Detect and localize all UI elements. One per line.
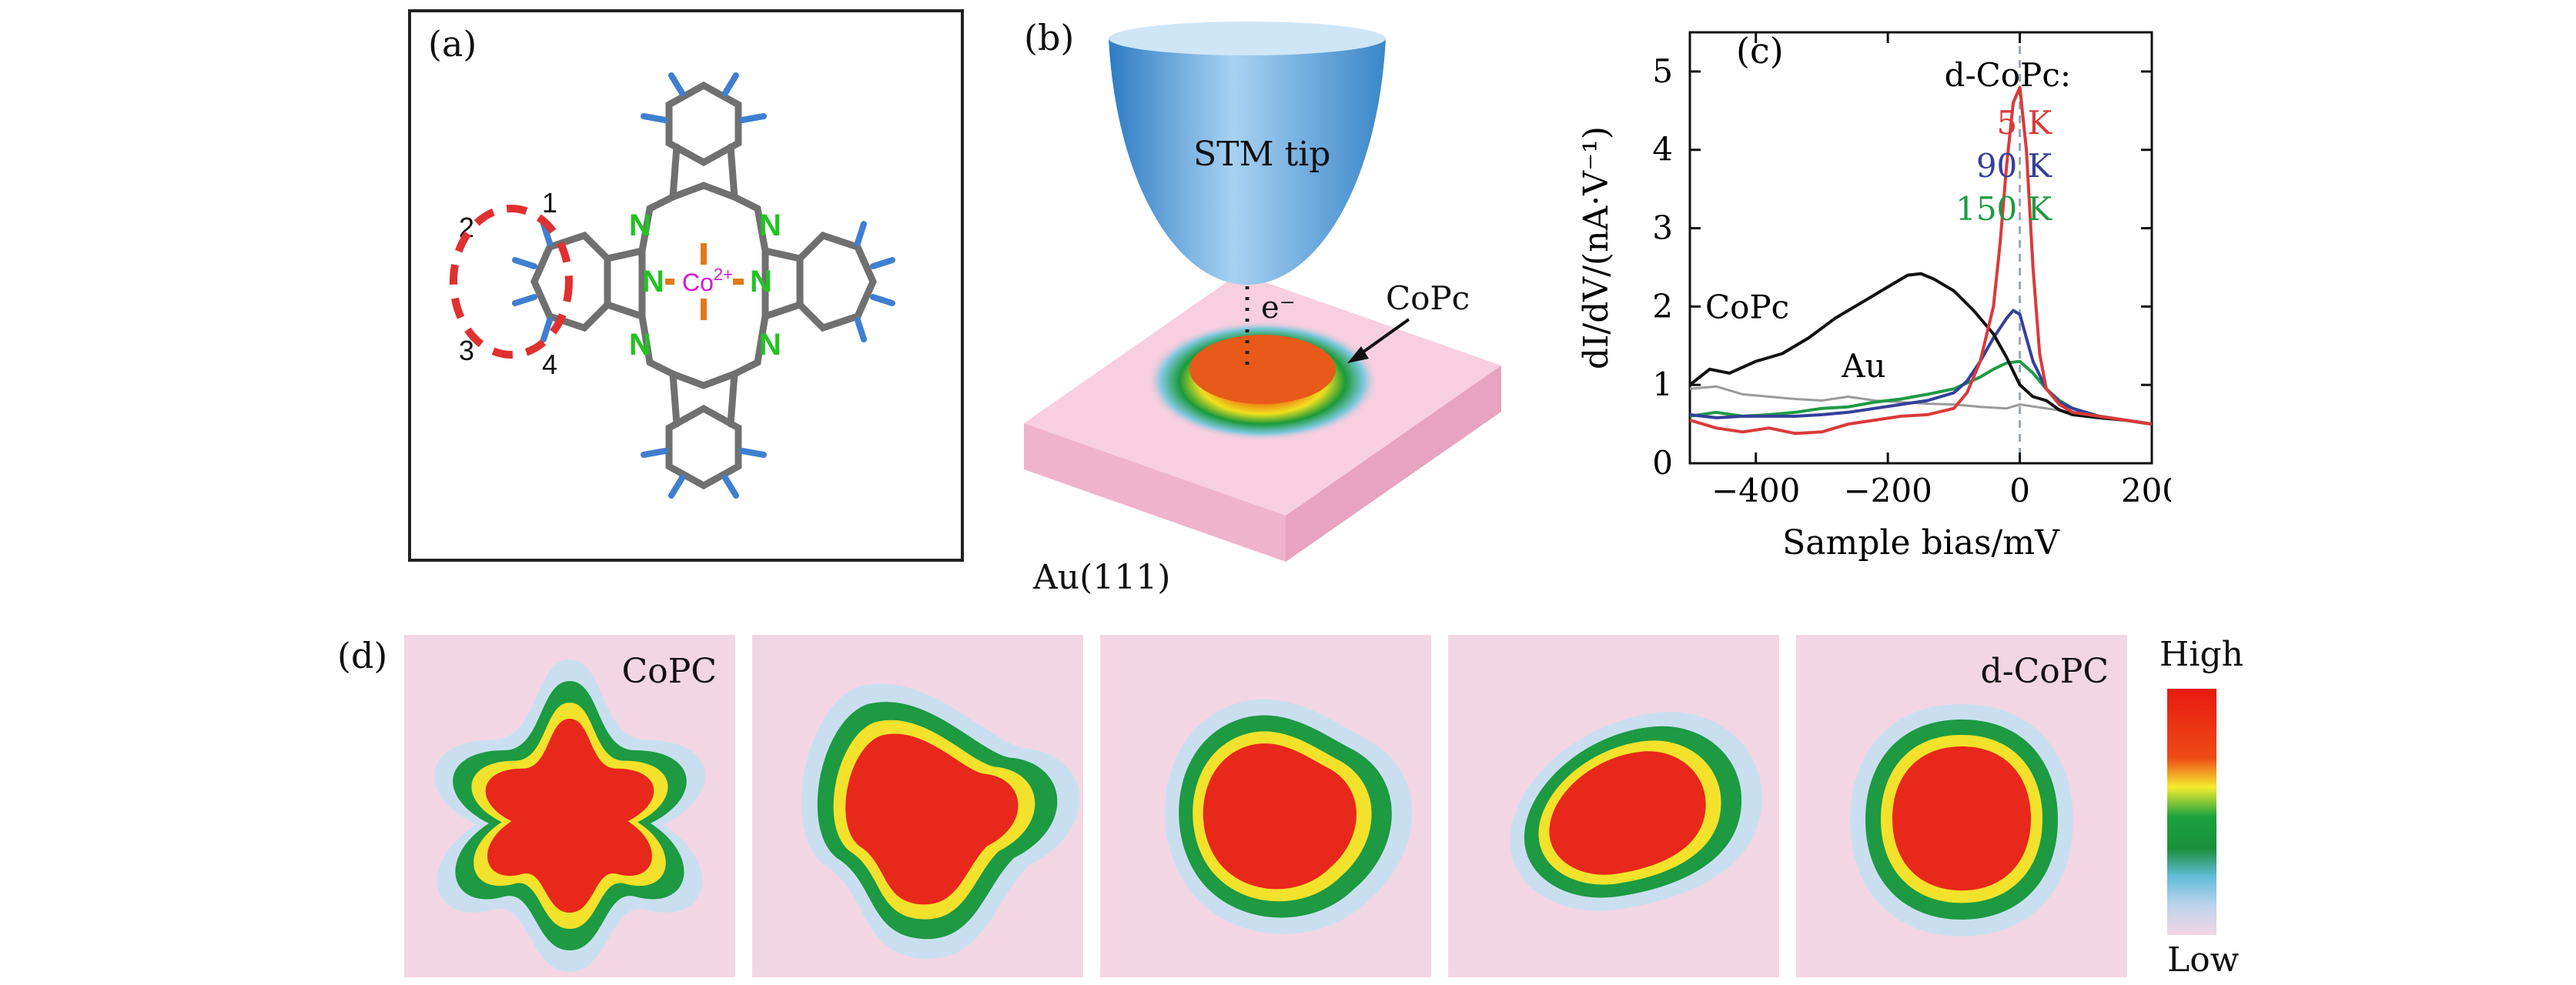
panel-a: (a) bbox=[408, 9, 964, 562]
y-tick-label: 2 bbox=[1652, 287, 1673, 325]
map-core bbox=[845, 733, 1019, 905]
nitrogen-label: N bbox=[629, 328, 651, 362]
x-tick-label: −200 bbox=[1843, 472, 1932, 509]
y-axis-label: dI/dV/(nA·V⁻¹) bbox=[1577, 126, 1616, 369]
series-line-90k bbox=[1689, 309, 2153, 426]
x-axis-label: Sample bias/mV bbox=[1782, 523, 2060, 563]
map-core bbox=[1892, 746, 2031, 891]
site-number-3: 3 bbox=[459, 335, 474, 366]
site-number-4: 4 bbox=[542, 349, 557, 380]
dIdV-map-row: CoPC d-CoPC bbox=[404, 635, 2216, 977]
site-number-1: 1 bbox=[542, 187, 557, 219]
panel-a-label: (a) bbox=[428, 23, 477, 65]
highlight-circle bbox=[450, 205, 573, 359]
electron-label: e⁻ bbox=[1261, 290, 1296, 326]
cobalt-phthalocyanine-structure: N N N N N N Co2+ 1 2 3 4 bbox=[450, 72, 895, 499]
x-tick-label: −400 bbox=[1711, 472, 1800, 509]
map-core bbox=[1203, 743, 1357, 890]
series-line-copc bbox=[1688, 272, 2153, 426]
annotation-au: Au bbox=[1841, 347, 1885, 385]
map-label: d-CoPC bbox=[1981, 652, 2109, 691]
panel-b-label: (b) bbox=[1024, 17, 1075, 58]
y-tick-label: 4 bbox=[1652, 131, 1673, 169]
legend-title: d-CoPc: bbox=[1945, 56, 2071, 94]
dIdV-map-2 bbox=[752, 635, 1083, 977]
dIdV-spectra-chart: (c) −400 −200 0 200 0 1 2 3 4 5 Sample bias/mV dI/dV… bbox=[1577, 30, 2171, 563]
dIdV-map-3 bbox=[1100, 635, 1431, 977]
legend-entry-5k: 5 K bbox=[1997, 104, 2053, 142]
series-line-5k bbox=[1689, 85, 2153, 436]
y-tick-label: 1 bbox=[1652, 366, 1673, 403]
map-label: CoPC bbox=[622, 652, 717, 691]
panel-c-label: (c) bbox=[1736, 30, 1784, 72]
panel-d-label: (d) bbox=[337, 635, 388, 676]
colour-scale-bar bbox=[2167, 689, 2216, 935]
x-tick-label: 200 bbox=[2121, 472, 2171, 509]
legend-entry-150k: 150 K bbox=[1955, 190, 2053, 228]
series-line-au bbox=[1689, 385, 2153, 426]
scale-high-label: High bbox=[2159, 635, 2243, 674]
y-tick-label: 0 bbox=[1652, 444, 1673, 482]
dIdV-map-4 bbox=[1448, 635, 1779, 977]
legend-entry-90k: 90 K bbox=[1976, 147, 2053, 185]
nitrogen-label: N bbox=[629, 209, 651, 242]
substrate-label: Au(111) bbox=[1032, 558, 1170, 597]
y-tick-label: 5 bbox=[1652, 52, 1673, 90]
map-core bbox=[1549, 751, 1706, 875]
map-core bbox=[485, 719, 654, 913]
annotation-copc: CoPc bbox=[1705, 289, 1789, 326]
nitrogen-label: N bbox=[642, 265, 664, 299]
x-tick-label: 0 bbox=[2009, 472, 2030, 509]
cobalt-label: Co2+ bbox=[682, 265, 733, 296]
tip-label: STM tip bbox=[1193, 135, 1330, 174]
stm-schematic: STM tip e⁻ CoPc Au(111) bbox=[1024, 22, 1501, 597]
y-tick-label: 3 bbox=[1652, 209, 1673, 247]
plot-frame bbox=[1688, 31, 2153, 465]
scale-low-label: Low bbox=[2167, 940, 2240, 980]
nitrogen-label: N bbox=[750, 265, 772, 299]
dIdV-map-1: CoPC bbox=[404, 635, 735, 977]
nitrogen-label: N bbox=[759, 328, 781, 362]
molecule-label: CoPc bbox=[1386, 279, 1470, 317]
nitrogen-label: N bbox=[759, 209, 781, 242]
dIdV-map-5: d-CoPC bbox=[1796, 635, 2127, 977]
